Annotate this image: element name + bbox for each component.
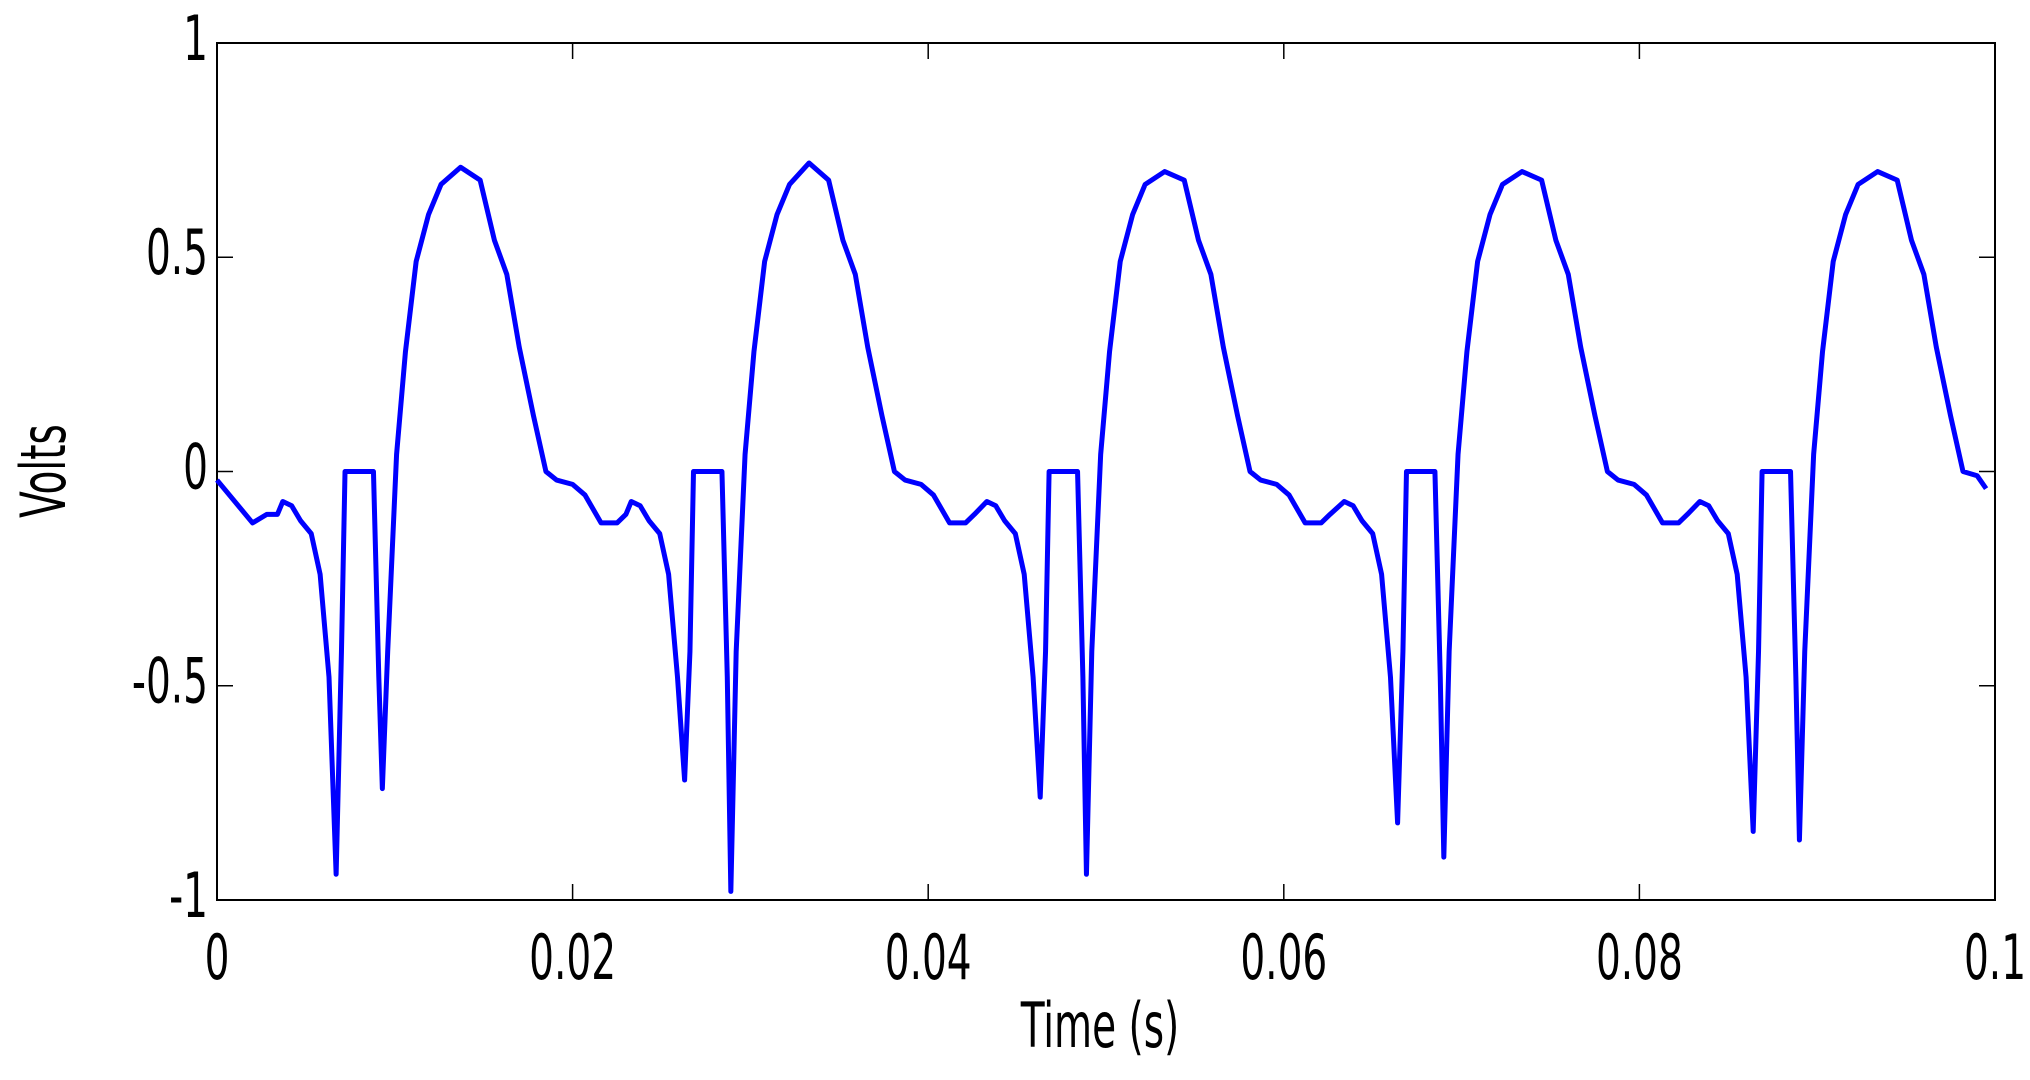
plot-frame bbox=[216, 42, 1996, 901]
data-line bbox=[215, 160, 1989, 894]
y-tick-label: 1 bbox=[183, 2, 208, 75]
x-tick-label: 0.02 bbox=[529, 921, 616, 994]
x-axis-label: Time (s) bbox=[1020, 989, 1179, 1062]
x-tick-label: 0.04 bbox=[885, 921, 972, 994]
y-tick-label: 0.5 bbox=[146, 216, 208, 289]
y-axis-label: Volts bbox=[7, 424, 80, 518]
x-tick-label: 0.06 bbox=[1240, 921, 1327, 994]
x-tick-label: 0.1 bbox=[1964, 921, 2026, 994]
x-tick-label: 0 bbox=[205, 921, 230, 994]
x-tick-label: 0.08 bbox=[1596, 921, 1683, 994]
y-tick-label: -0.5 bbox=[132, 645, 208, 718]
y-tick-label: -1 bbox=[169, 859, 208, 932]
y-tick-label: 0 bbox=[183, 431, 208, 504]
